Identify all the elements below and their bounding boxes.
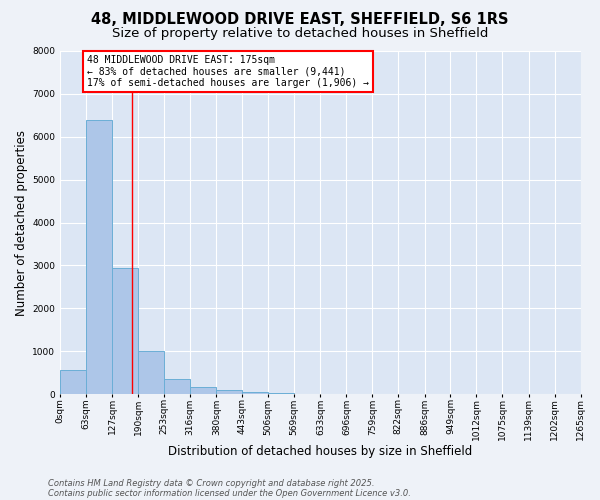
Text: Contains public sector information licensed under the Open Government Licence v3: Contains public sector information licen… (48, 488, 411, 498)
Text: Contains HM Land Registry data © Crown copyright and database right 2025.: Contains HM Land Registry data © Crown c… (48, 478, 374, 488)
Bar (138, 351, 164, 394)
Text: Size of property relative to detached houses in Sheffield: Size of property relative to detached ho… (112, 28, 488, 40)
Y-axis label: Number of detached properties: Number of detached properties (15, 130, 28, 316)
Bar (86, 120, 112, 394)
Bar (217, 390, 242, 394)
Bar (242, 392, 268, 394)
Bar (164, 378, 190, 394)
Bar (60, 370, 86, 394)
Bar (112, 268, 138, 394)
Bar (268, 393, 294, 394)
Text: 48, MIDDLEWOOD DRIVE EAST, SHEFFIELD, S6 1RS: 48, MIDDLEWOOD DRIVE EAST, SHEFFIELD, S6… (91, 12, 509, 28)
Text: 48 MIDDLEWOOD DRIVE EAST: 175sqm
← 83% of detached houses are smaller (9,441)
17: 48 MIDDLEWOOD DRIVE EAST: 175sqm ← 83% o… (87, 56, 369, 88)
Bar (190, 387, 216, 394)
X-axis label: Distribution of detached houses by size in Sheffield: Distribution of detached houses by size … (168, 444, 472, 458)
